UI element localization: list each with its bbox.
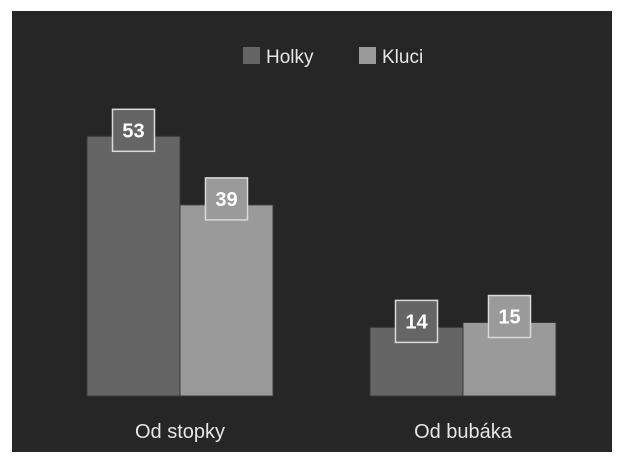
legend-swatch-holky (243, 47, 260, 64)
bar-kluci-1 (179, 204, 274, 397)
data-label-box (394, 299, 439, 344)
bars-group (86, 135, 557, 397)
legend-label-holky: Holky (266, 47, 314, 68)
data-labels-group: 53 39 14 15 (111, 108, 532, 344)
bar-holky-1 (86, 135, 181, 397)
category-label: Od bubáka (414, 421, 513, 443)
legend-swatch-kluci (359, 47, 376, 64)
data-label: 14 (405, 311, 428, 333)
data-label-box (204, 177, 249, 221)
category-label: Od stopky (135, 421, 225, 443)
data-label: 39 (215, 189, 237, 211)
data-label-box (111, 108, 156, 153)
legend-label-kluci: Kluci (382, 47, 423, 68)
legend: Holky Kluci (243, 47, 423, 68)
data-label: 53 (122, 120, 144, 142)
category-labels-group: Od stopky Od bubáka (135, 421, 513, 443)
data-label-box (487, 294, 532, 339)
data-label: 15 (498, 307, 520, 329)
